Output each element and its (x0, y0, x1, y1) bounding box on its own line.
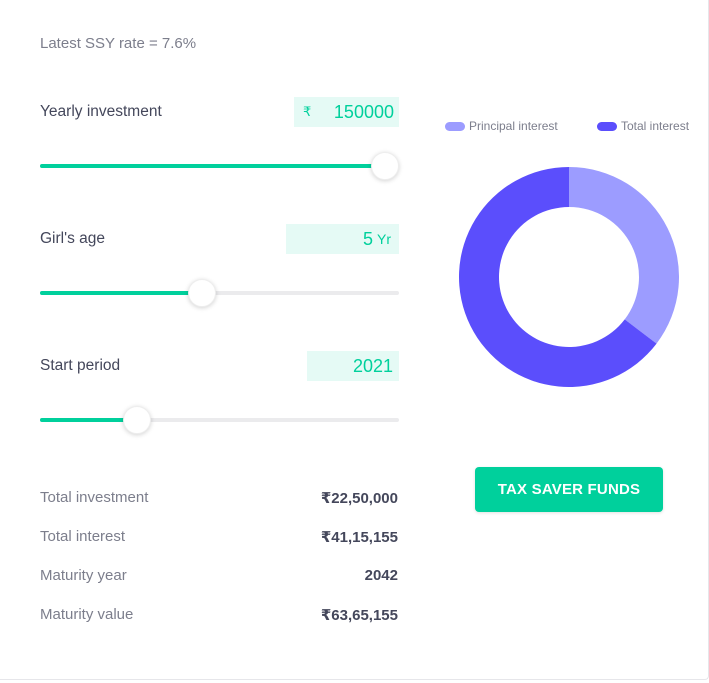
legend-swatch-total (597, 121, 617, 131)
yearly-investment-value: 150000 (333, 101, 394, 122)
legend-swatch-principal (445, 121, 465, 131)
girls-age-label: Girl's age (40, 230, 105, 247)
slider-track-fill (40, 418, 137, 422)
donut-slice-principal (569, 167, 679, 344)
legend-total: Total interest (597, 119, 689, 133)
girls-age-value: 5 (362, 228, 373, 249)
slider-track-fill (40, 164, 385, 168)
girls-age-slider[interactable] (40, 279, 399, 307)
age-unit: Yr (377, 231, 391, 247)
yearly-investment-slider[interactable] (40, 152, 399, 180)
yearly-investment-label: Yearly investment (40, 103, 162, 120)
total-interest-value: ₹41,15,155 (320, 529, 398, 546)
donut-slice-total (459, 167, 657, 387)
tax-saver-funds-button[interactable]: TAX SAVER FUNDS (475, 467, 663, 512)
start-period-slider[interactable] (40, 406, 399, 434)
slider-thumb[interactable] (370, 152, 399, 180)
legend-total-label: Total interest (621, 119, 690, 133)
slider-track-fill (40, 291, 202, 295)
maturity-value-label: Maturity value (40, 606, 134, 623)
maturity-year-value: 2042 (364, 567, 398, 584)
total-interest-label: Total interest (40, 528, 126, 545)
slider-thumb[interactable] (187, 279, 216, 307)
total-investment-value: ₹22,50,000 (320, 490, 398, 507)
rupee-symbol: ₹ (303, 104, 312, 119)
start-period-label: Start period (40, 357, 121, 374)
girls-age-field[interactable]: 5 Yr (286, 224, 399, 254)
start-period-value: 2021 (352, 355, 393, 376)
slider-thumb[interactable] (122, 406, 151, 434)
ssy-rate-text: Latest SSY rate = 7.6% (40, 35, 197, 52)
legend-principal: Principal interest (445, 119, 558, 133)
total-investment-label: Total investment (40, 489, 149, 506)
legend-principal-label: Principal interest (469, 119, 558, 133)
maturity-value-value: ₹63,65,155 (320, 607, 398, 624)
yearly-investment-field[interactable]: ₹ 150000 (294, 97, 399, 127)
donut-chart (459, 167, 679, 387)
start-period-field[interactable]: 2021 (307, 351, 399, 381)
maturity-year-label: Maturity year (40, 567, 127, 584)
